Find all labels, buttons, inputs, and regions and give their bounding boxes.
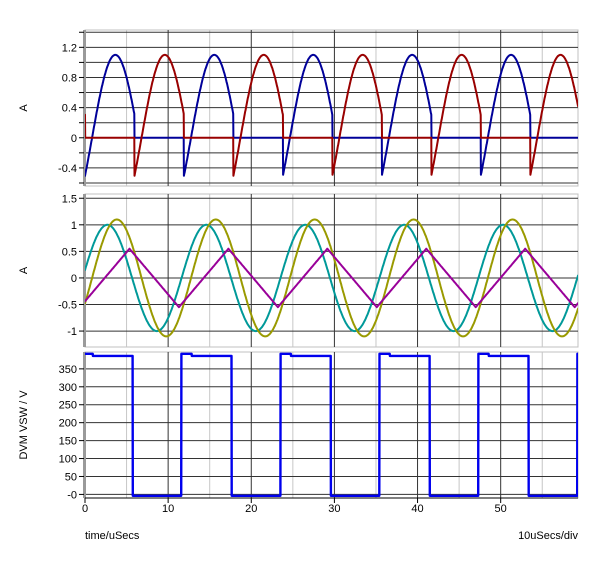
plot-panel-1: 1.2 0.8 0.4 0 -0.4 A	[18, 29, 579, 187]
trace-group	[85, 352, 578, 497]
x-tick-label: 10	[162, 503, 174, 515]
y-axis-spine	[83, 30, 86, 186]
y-axis-spine	[83, 352, 86, 498]
y-tick-label: 0	[71, 133, 77, 145]
y-tick-label: 200	[59, 418, 77, 430]
plot-panel-2: 1.5 1 0.5 0 -0.5 -1 A	[18, 193, 579, 348]
y-tick-label: 1	[71, 220, 77, 232]
trace-square-blue	[85, 352, 578, 497]
y-tick-label: 1.2	[62, 42, 77, 54]
trace-pulse-blue	[85, 53, 578, 177]
y-axis-label: DVM VSW / V	[18, 390, 30, 460]
x-tick-label: 40	[411, 503, 423, 515]
y-tick-label: 250	[59, 400, 77, 412]
y-axis-spine	[83, 194, 86, 347]
plot-area-2[interactable]	[85, 194, 578, 347]
y-tick-label: 350	[59, 364, 77, 376]
plot-area-1[interactable]	[85, 30, 578, 186]
y-axis-label: A	[18, 266, 30, 274]
y-axis-label: A	[18, 104, 30, 112]
y-tick-label: 150	[59, 436, 77, 448]
y-tick-label: 0.5	[62, 246, 77, 258]
y-tick-label: 0.8	[62, 72, 77, 84]
x-axis: 0 10 20 30 40 50	[82, 497, 578, 515]
trace-group	[85, 218, 578, 338]
x-tick-label: 30	[328, 503, 340, 515]
x-axis-title: time/uSecs	[85, 530, 140, 542]
x-tick-label: 50	[495, 503, 507, 515]
y-tick-label: -0.5	[58, 300, 77, 312]
y-tick-label: -0.4	[58, 163, 77, 175]
trace-triangle-purple	[85, 247, 578, 309]
y-tick-label: 1.5	[62, 193, 77, 205]
y-tick-label: -0	[67, 489, 77, 501]
trace-sine-teal	[85, 223, 578, 333]
y-tick-label: 0.4	[62, 103, 77, 115]
y-tick-label: 300	[59, 382, 77, 394]
y-tick-label: -1	[67, 326, 77, 338]
y-tick-label: 100	[59, 454, 77, 466]
plot-panels: 1.2 0.8 0.4 0 -0.4 A 1.5 1 0.5 0 -0.5 -1 A 350 300 250 2…	[18, 29, 579, 501]
trace-group	[85, 53, 578, 177]
y-tick-label: 0	[71, 273, 77, 285]
x-tick-label: 0	[82, 503, 88, 515]
plot-panel-3: 350 300 250 200 150 100 50 -0 DVM VSW / V	[18, 351, 579, 501]
trace-sine-olive	[85, 218, 578, 338]
plot-area-3[interactable]	[85, 352, 578, 498]
y-tick-label: 50	[65, 471, 77, 483]
x-tick-label: 20	[245, 503, 257, 515]
x-axis-scale-per-div: 10uSecs/div	[518, 530, 578, 542]
trace-pulse-red	[85, 53, 578, 177]
